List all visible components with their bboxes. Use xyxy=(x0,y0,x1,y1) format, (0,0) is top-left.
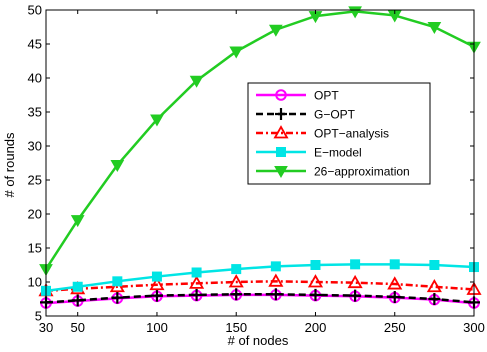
y-tick-label: 35 xyxy=(28,105,42,120)
data-point xyxy=(150,114,164,127)
legend-marker xyxy=(275,89,287,101)
data-point xyxy=(426,278,442,293)
legend-label: G−OPT xyxy=(314,108,356,122)
y-tick-label: 5 xyxy=(35,309,42,324)
x-tick-label: 50 xyxy=(70,320,84,335)
y-tick-label: 30 xyxy=(28,139,42,154)
x-tick-label: 200 xyxy=(305,320,327,335)
y-tick-label: 10 xyxy=(28,275,42,290)
data-point xyxy=(229,46,244,59)
series-line xyxy=(40,288,480,309)
series-path xyxy=(45,280,475,293)
series-path xyxy=(45,263,475,293)
data-point xyxy=(347,274,363,289)
ticks-layer: 30 50 100 150 200 250 300 5 10 15 20 25 30 35 40 45 50 xyxy=(28,3,485,336)
legend-label: 26−approximation xyxy=(314,165,410,179)
data-point xyxy=(388,290,401,303)
y-tick-label: 50 xyxy=(28,3,42,18)
x-tick-label: 300 xyxy=(463,320,485,335)
legend-marker xyxy=(276,147,286,157)
data-point xyxy=(189,275,205,289)
data-point xyxy=(111,291,124,304)
data-point xyxy=(350,259,361,270)
data-point xyxy=(191,267,202,278)
data-point xyxy=(150,289,163,302)
data-point xyxy=(309,288,322,301)
legend-label: OPT xyxy=(314,89,339,103)
data-point xyxy=(268,273,284,287)
data-point xyxy=(110,160,125,173)
data-point xyxy=(112,276,123,287)
data-point xyxy=(348,6,362,19)
x-tick-label: 150 xyxy=(225,320,247,335)
data-point xyxy=(189,75,204,88)
legend-item: E−model xyxy=(256,146,362,160)
data-point xyxy=(228,274,244,288)
data-point xyxy=(70,215,85,228)
legend-item: OPT xyxy=(256,89,339,103)
y-tick-label: 15 xyxy=(28,241,42,256)
series-layer xyxy=(38,6,482,309)
legend-marker xyxy=(274,166,288,179)
series-path xyxy=(45,292,475,304)
y-tick-label: 45 xyxy=(28,37,42,52)
y-tick-label: 20 xyxy=(28,207,42,222)
y-tick-label: 25 xyxy=(28,173,42,188)
data-point xyxy=(387,276,403,290)
y-tick-label: 40 xyxy=(28,71,42,86)
legend-item: OPT−analysis xyxy=(256,125,389,141)
data-point xyxy=(429,260,440,270)
data-point xyxy=(427,22,442,35)
legend-item: 26−approximation xyxy=(256,165,410,179)
legend: OPT G−OPT OPT−analysis E−model 26−approximat… xyxy=(247,82,431,185)
data-point xyxy=(151,271,162,282)
data-point xyxy=(230,288,243,301)
series-path xyxy=(44,10,475,270)
x-tick-label: 30 xyxy=(39,320,53,335)
legend-marker xyxy=(273,125,289,139)
plot-frame xyxy=(45,9,475,317)
legend-label: E−model xyxy=(314,146,362,160)
data-point xyxy=(71,294,84,307)
x-tick-label: 100 xyxy=(146,320,168,335)
x-axis-label: # of nodes xyxy=(228,333,289,348)
legend-item: G−OPT xyxy=(256,108,356,122)
legend-marker xyxy=(275,108,287,120)
data-point xyxy=(269,288,282,301)
legend-label: OPT−analysis xyxy=(314,127,389,141)
data-point xyxy=(72,281,83,292)
data-point xyxy=(389,259,400,270)
data-point xyxy=(310,260,321,270)
y-axis-label: # of rounds xyxy=(2,132,17,198)
data-point xyxy=(349,289,362,302)
data-point xyxy=(428,293,441,305)
x-tick-label: 250 xyxy=(384,320,406,335)
data-point xyxy=(149,276,165,291)
data-point xyxy=(190,288,203,301)
data-point xyxy=(270,261,281,272)
data-point xyxy=(307,274,324,288)
data-point xyxy=(268,24,283,37)
data-point xyxy=(231,264,242,275)
